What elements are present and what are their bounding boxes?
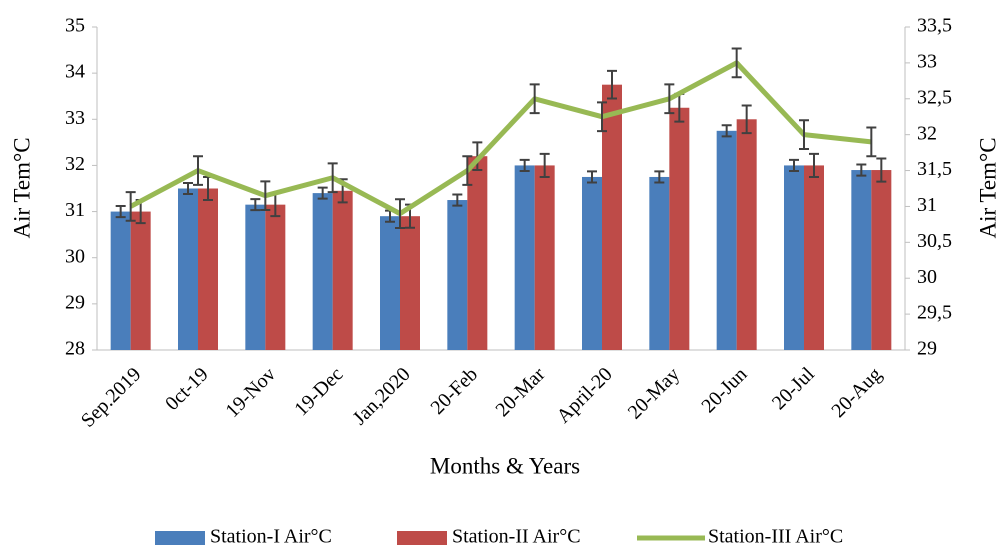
y2-tick-label: 29,5 [917,302,952,324]
y-tick-label: 34 [65,61,85,83]
bar [871,170,892,350]
error-bar [607,69,617,100]
bar [602,84,622,350]
y2-axis-title: Air Tem°C [975,137,1000,238]
x-tick-label: 19-Nov [221,363,280,422]
y-tick-label: 33 [65,107,85,129]
bar [649,176,670,350]
error-bar [789,158,799,172]
legend-swatch [397,531,447,545]
error-bar [519,158,530,172]
x-tick-label: 20-Aug [827,363,886,422]
bar [514,165,535,350]
y2-tick-label: 30,5 [917,230,952,252]
y-tick-label: 31 [65,199,85,221]
error-bar [452,193,463,207]
x-tick-label: Sep.2019 [77,363,146,432]
x-tick-label: 19-Dec [290,363,347,420]
bar [582,176,602,350]
error-bar [654,170,665,184]
error-bar [539,152,550,178]
bar [198,188,218,350]
y2-tick-label: 31,5 [917,158,952,180]
bar [784,165,804,350]
error-bar [587,170,597,184]
error-bar [317,186,328,200]
bar [534,165,555,350]
x-tick-label: 0ct-19 [161,363,213,415]
bar [110,211,131,350]
bar [332,190,353,350]
bar [851,170,872,350]
bar [178,188,198,350]
legend-label: Station-I Air°C [210,526,332,548]
x-tick-label: 20-Jul [768,363,819,414]
error-bar [529,83,540,115]
error-bar [741,104,752,135]
bar [312,193,333,350]
error-bar [731,47,742,79]
bar [130,211,151,350]
bar [245,204,266,350]
error-bar [866,126,877,158]
y2-tick-label: 30 [917,266,937,288]
y2-tick-label: 33,5 [917,15,952,37]
x-tick-label: 20-Jun [697,363,751,417]
error-bar [395,198,405,229]
y-tick-label: 35 [65,15,85,37]
legend-swatch [155,531,205,545]
error-bar [115,205,126,219]
y2-tick-label: 33 [917,50,937,72]
line [129,60,872,217]
y-tick-label: 28 [65,338,85,360]
error-bar [462,155,473,186]
error-bar [183,181,193,196]
y-tick-label: 29 [65,291,85,313]
error-bar [809,152,819,178]
bar [265,204,286,350]
error-bar [597,101,607,133]
bar [400,216,420,350]
legend-label: Station-II Air°C [452,526,581,548]
error-bar [856,163,867,177]
y-tick-label: 30 [65,245,85,267]
error-bar [193,155,203,186]
error-bar [799,119,809,151]
y2-tick-label: 31 [917,194,937,216]
error-bar [260,180,271,212]
bar [804,165,824,350]
y-axis-title: Air Tem°C [9,137,34,238]
y2-tick-label: 29 [917,338,937,360]
x-tick-label: Jan,2020 [349,363,415,429]
error-bar [876,157,887,183]
bar [447,200,468,350]
bar [669,107,690,350]
x-tick-label: 20-Feb [426,363,482,419]
bar [380,216,400,350]
error-bar [721,124,732,138]
bar [467,156,488,350]
error-bar [327,162,338,194]
y2-tick-label: 32 [917,122,937,144]
error-bar [125,191,136,222]
bar [736,119,757,351]
x-tick-label: April-20 [553,363,617,427]
y-tick-label: 32 [65,153,85,175]
y2-tick-label: 32,5 [917,86,952,108]
x-axis-title: Months & Years [430,453,580,478]
x-tick-label: 20-Mar [491,363,549,421]
error-bar [664,83,675,115]
legend-label: Station-III Air°C [708,526,843,548]
x-tick-label: 20-May [624,363,684,423]
bar [716,130,737,350]
error-bar [472,141,483,172]
error-bar [250,198,261,212]
